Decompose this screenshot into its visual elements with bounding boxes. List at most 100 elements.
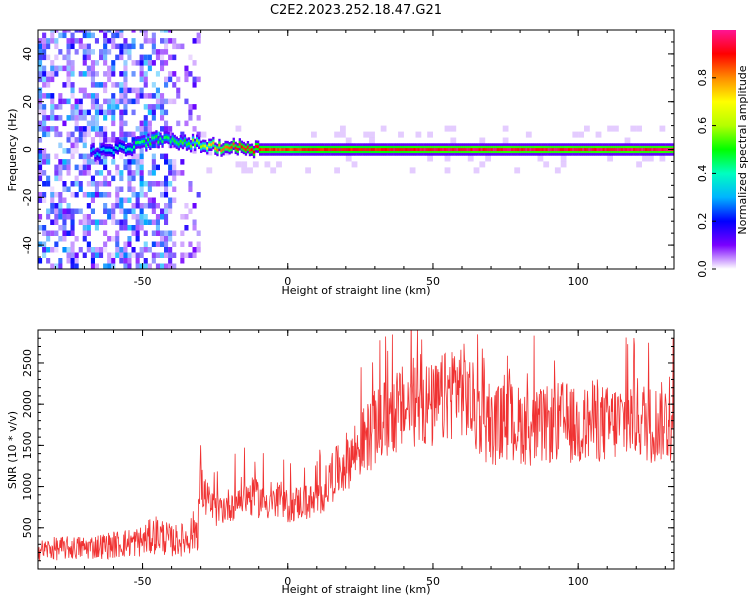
heatmap-cell — [50, 208, 55, 214]
heatmap-cell — [70, 60, 75, 66]
heatmap-cell — [111, 65, 116, 72]
heatmap-cell — [115, 186, 120, 192]
heatmap-cell — [119, 49, 124, 55]
ridge-core — [242, 146, 245, 150]
heatmap-cell — [131, 98, 136, 105]
ridge-core — [196, 139, 199, 143]
heatmap-cell — [82, 159, 87, 165]
heatmap-cell — [62, 181, 67, 187]
heatmap-cell — [636, 161, 642, 168]
heatmap-cell — [473, 167, 480, 174]
heatmap-cell — [155, 181, 160, 187]
heatmap-cell — [107, 192, 112, 198]
heatmap-cell — [38, 87, 43, 94]
heatmap-cell — [111, 109, 116, 116]
heatmap-cell — [62, 148, 67, 154]
heatmap-cell — [123, 38, 128, 44]
heatmap-cell — [143, 32, 148, 39]
heatmap-cell — [111, 120, 116, 127]
heatmap-cell — [74, 252, 79, 258]
heatmap-cell — [58, 115, 63, 121]
ridge-core — [535, 148, 538, 151]
snr-x-ticks: -50 0 50 100 — [54, 330, 666, 588]
heatmap-cell — [168, 54, 173, 61]
heatmap-cell — [160, 104, 165, 110]
heatmap-cell — [155, 219, 160, 225]
heatmap-cell — [164, 98, 169, 105]
heatmap-cell — [111, 137, 116, 143]
heatmap-cell — [50, 109, 55, 116]
y-tick-label: 20 — [21, 95, 34, 109]
heatmap-cell — [94, 126, 99, 132]
heatmap-cell — [155, 203, 160, 209]
spectrogram-x-ticks: -50 0 50 100 — [54, 30, 666, 288]
heatmap-cell — [54, 175, 59, 182]
heatmap-cell — [42, 93, 47, 99]
heatmap-cell — [66, 203, 71, 209]
heatmap-cell — [103, 30, 108, 33]
heatmap-cell — [86, 49, 91, 55]
ridge-core — [98, 153, 101, 157]
ridge-core — [517, 148, 520, 151]
ridge-core — [214, 147, 217, 151]
heatmap-cell — [176, 87, 181, 94]
ridge-core — [423, 148, 426, 151]
ridge-core — [622, 148, 626, 151]
heatmap-cell — [103, 71, 108, 77]
heatmap-cell — [74, 30, 79, 33]
heatmap-cell — [54, 230, 59, 236]
heatmap-cell — [46, 247, 51, 253]
heatmap-cell — [560, 155, 567, 162]
heatmap-cell — [127, 197, 132, 203]
heatmap-cell — [90, 159, 95, 165]
heatmap-cell — [160, 65, 165, 72]
heatmap-cell — [62, 214, 67, 220]
snr-series-line — [38, 330, 674, 561]
heatmap-cell — [86, 219, 91, 225]
ridge-core — [332, 148, 335, 151]
heatmap-cell — [86, 192, 91, 198]
heatmap-cell — [86, 159, 91, 165]
heatmap-cell — [151, 219, 156, 225]
heatmap-cell — [111, 38, 116, 44]
ridge-core — [551, 148, 554, 151]
heatmap-cell — [160, 109, 165, 116]
heatmap-cell — [123, 131, 128, 138]
heatmap-cell — [176, 170, 181, 176]
ridge-core — [545, 148, 548, 151]
heatmap-cell — [50, 203, 55, 209]
heatmap-cell — [74, 137, 79, 143]
heatmap-cell — [123, 104, 128, 110]
ridge-core — [393, 148, 396, 151]
heatmap-cell — [90, 219, 95, 225]
heatmap-cell — [86, 126, 91, 132]
heatmap-cell — [58, 98, 63, 105]
ridge-core — [228, 146, 231, 150]
ridge-core — [397, 148, 400, 151]
ridge-core — [513, 148, 516, 151]
heatmap-cell — [143, 71, 148, 77]
heatmap-cell — [172, 82, 177, 88]
heatmap-cell — [131, 214, 136, 220]
heatmap-cell — [160, 49, 165, 55]
heatmap-cell — [147, 247, 152, 253]
heatmap-cell — [42, 65, 47, 72]
heatmap-cell — [62, 30, 67, 33]
heatmap-cell — [50, 197, 55, 203]
ridge-core — [218, 143, 221, 147]
heatmap-cell — [46, 236, 51, 242]
ridge-core — [295, 148, 298, 151]
heatmap-cell — [78, 109, 83, 116]
heatmap-cell — [70, 71, 75, 77]
heatmap-cell — [111, 214, 116, 220]
heatmap-cell — [58, 65, 63, 72]
colorbar-tick-label: 0.6 — [696, 117, 709, 135]
ridge-core — [303, 148, 306, 151]
heatmap-cell — [82, 49, 87, 55]
ridge-core — [431, 148, 435, 151]
heatmap-cell — [74, 38, 79, 44]
heatmap-cell — [103, 109, 108, 116]
heatmap-cell — [155, 214, 160, 220]
heatmap-cell — [127, 225, 132, 231]
heatmap-cell — [168, 263, 173, 269]
